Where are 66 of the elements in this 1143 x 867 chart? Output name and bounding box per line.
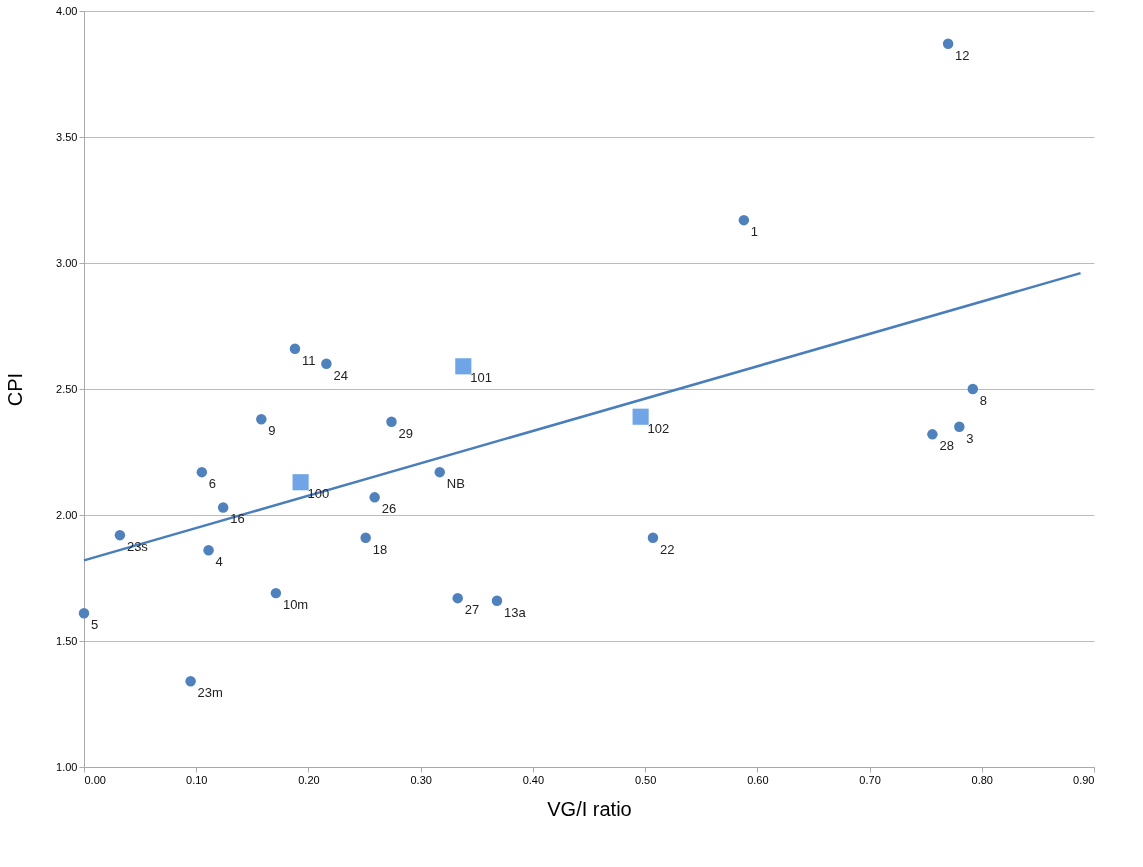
y-tick-label: 3.50 bbox=[56, 130, 78, 143]
point bbox=[647, 532, 659, 543]
annotation: 27 bbox=[464, 602, 480, 618]
point bbox=[217, 502, 229, 513]
point bbox=[289, 343, 301, 354]
point bbox=[491, 595, 503, 606]
annotation: 6 bbox=[208, 476, 217, 492]
point bbox=[452, 592, 463, 604]
annotation: 9 bbox=[268, 423, 276, 439]
annotation: 102 bbox=[647, 420, 670, 436]
point bbox=[196, 466, 208, 478]
annotation: 11 bbox=[301, 352, 316, 368]
x-tick-label: 0.30 bbox=[410, 773, 432, 786]
point bbox=[434, 466, 445, 478]
point bbox=[114, 529, 126, 541]
point bbox=[321, 358, 332, 370]
annotation: 24 bbox=[333, 367, 348, 383]
x-tick-label: 0.80 bbox=[971, 773, 993, 786]
point bbox=[369, 492, 380, 503]
x-tick-label: 0.10 bbox=[186, 773, 208, 786]
point bbox=[738, 214, 750, 226]
x-tick-label: 0.50 bbox=[634, 773, 657, 786]
x-axis-title: VG/I ratio bbox=[547, 797, 632, 820]
y-tick-label: 1.50 bbox=[56, 634, 78, 647]
y-tick-label: 4.00 bbox=[56, 4, 78, 17]
annotation: NB bbox=[446, 476, 465, 492]
annotation: 8 bbox=[979, 393, 988, 408]
point bbox=[942, 38, 954, 49]
point bbox=[967, 383, 979, 395]
point bbox=[78, 608, 90, 619]
point bbox=[455, 358, 472, 375]
x-tick-label: 0.90 bbox=[1073, 773, 1095, 786]
point bbox=[954, 421, 965, 433]
annotation: 12 bbox=[955, 47, 970, 63]
x-tick-label: 0.40 bbox=[522, 773, 545, 786]
y-tick-label: 2.00 bbox=[56, 508, 78, 521]
x-tick-label: 0.60 bbox=[747, 773, 769, 786]
x-tick-label: 0.20 bbox=[298, 773, 320, 786]
annotation: 29 bbox=[398, 425, 413, 441]
y-axis-title: CPI bbox=[4, 372, 27, 407]
annotation: 23m bbox=[197, 685, 223, 701]
annotation: 5 bbox=[91, 617, 99, 633]
point bbox=[185, 676, 196, 687]
point bbox=[292, 474, 309, 491]
point bbox=[927, 429, 938, 440]
y-tick-label: 1.00 bbox=[56, 760, 78, 773]
point bbox=[360, 532, 371, 543]
annotation: 18 bbox=[372, 541, 388, 557]
annotation: 101 bbox=[470, 370, 493, 386]
annotation: 22 bbox=[659, 541, 675, 557]
annotation: 26 bbox=[381, 501, 397, 517]
point bbox=[632, 408, 649, 425]
annotation: 13a bbox=[503, 604, 527, 620]
annotation: 3 bbox=[966, 430, 974, 446]
point bbox=[203, 545, 214, 556]
y-tick-label: 2.50 bbox=[56, 382, 78, 395]
point bbox=[270, 587, 282, 599]
y-tick-label: 3.00 bbox=[56, 256, 78, 269]
x-tick-label: 0.00 bbox=[84, 773, 106, 786]
annotation: 28 bbox=[939, 438, 954, 454]
point bbox=[386, 416, 397, 427]
annotation: 4 bbox=[215, 554, 223, 570]
point bbox=[256, 414, 267, 425]
annotation: 1 bbox=[750, 224, 759, 240]
annotation: 10m bbox=[282, 597, 309, 613]
x-tick-label: 0.70 bbox=[859, 773, 881, 786]
